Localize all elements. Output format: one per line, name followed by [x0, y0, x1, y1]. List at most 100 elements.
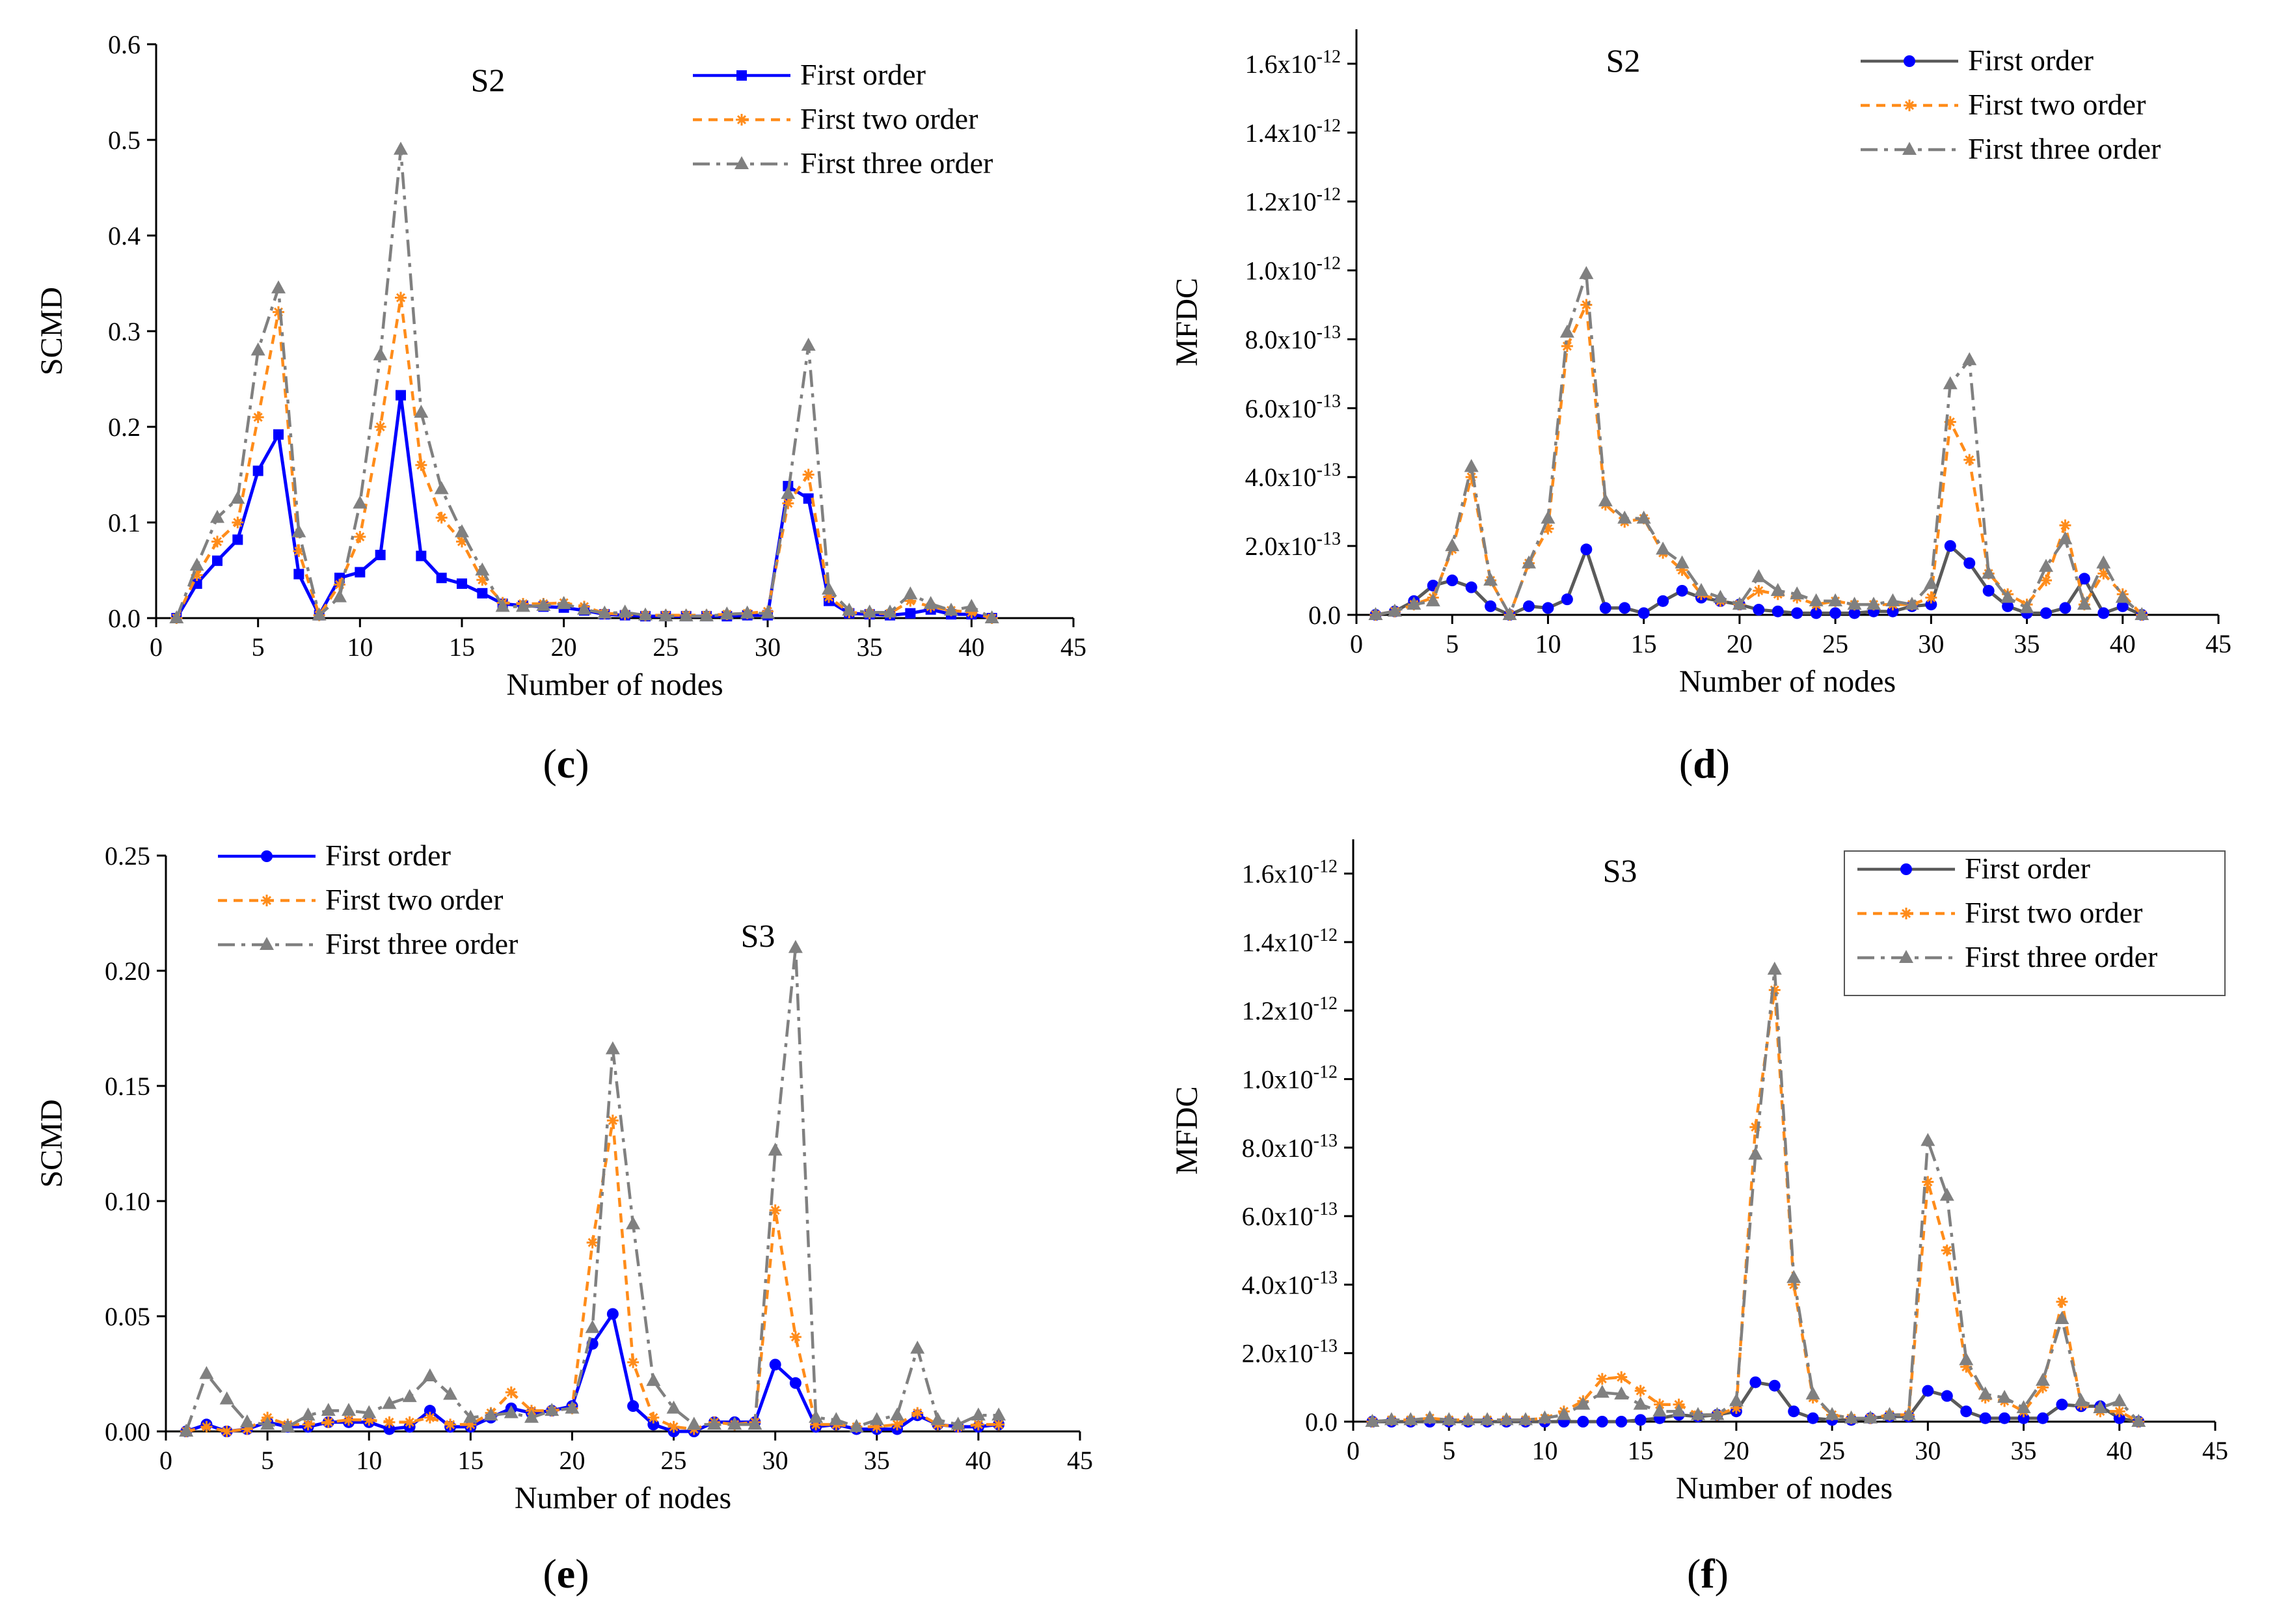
x-tick-label: 40 — [2110, 629, 2136, 658]
data-point — [1847, 597, 1862, 610]
data-point — [1368, 607, 1383, 620]
series-line — [1372, 968, 2140, 1424]
data-point — [586, 1236, 599, 1249]
data-point — [1749, 1121, 1762, 1133]
data-point — [666, 1400, 681, 1414]
data-point — [1751, 569, 1766, 582]
legend: First order First two order First three or… — [693, 58, 993, 180]
data-point — [334, 578, 345, 591]
chart-panel-c: 0 5 10 15 20 25 30 35 40 45 0.0 0.1 0.2 0.3 0.4 0.5 0.6 N… — [34, 30, 1086, 787]
data-point — [1485, 600, 1497, 612]
data-point — [293, 569, 304, 580]
data-point — [1634, 1414, 1647, 1426]
y-tick-label: 8.0x10-13 — [1242, 1131, 1338, 1163]
data-point — [1595, 1385, 1610, 1398]
data-point — [556, 595, 571, 609]
series-first-two-order — [1366, 984, 2145, 1428]
x-tick-label: 30 — [755, 632, 781, 662]
legend-marker — [736, 70, 747, 81]
legend-marker — [1904, 55, 1915, 67]
data-point — [923, 595, 938, 609]
data-point — [1963, 557, 1976, 569]
data-point — [2078, 573, 2090, 585]
chart-title: S3 — [741, 917, 775, 954]
data-point — [465, 1418, 477, 1431]
data-point — [354, 531, 366, 543]
data-point — [720, 606, 734, 620]
y-tick-label: 1.4x10-12 — [1242, 925, 1338, 957]
y-tick-label: 1.2x10-12 — [1242, 994, 1338, 1025]
y-tick-label: 0.3 — [108, 317, 141, 346]
data-point — [1559, 324, 1574, 338]
data-point — [536, 597, 551, 611]
data-point — [1671, 1403, 1686, 1417]
data-point — [2115, 589, 2130, 603]
x-tick-label: 45 — [1060, 632, 1086, 662]
x-tick-label: 0 — [159, 1446, 172, 1475]
data-point — [1676, 564, 1688, 576]
data-point — [271, 280, 286, 293]
y-tick-label: 2.0x10-13 — [1242, 1336, 1338, 1368]
data-point — [189, 558, 204, 571]
data-point — [252, 465, 263, 476]
data-point — [2113, 1405, 2125, 1418]
legend-label: First two order — [800, 102, 978, 135]
data-point — [991, 1407, 1006, 1421]
data-point — [965, 606, 978, 619]
data-point — [638, 607, 653, 621]
legend-label: First three order — [800, 146, 993, 180]
data-point — [1499, 1412, 1514, 1426]
series-first-three-order — [169, 141, 999, 623]
chart-title: S2 — [471, 62, 505, 98]
chart-panel-d: 0 5 10 15 20 25 30 35 40 45 0.0 2.0x10-13 4.0x10-13 6… — [1170, 29, 2231, 787]
data-point — [1637, 607, 1650, 619]
series-line — [185, 1118, 999, 1433]
x-tick-label: 25 — [653, 632, 679, 662]
data-point — [891, 1418, 903, 1431]
data-point — [2112, 1393, 2127, 1407]
data-point — [1652, 1403, 1667, 1417]
data-point — [1941, 1390, 1953, 1402]
data-point — [1542, 602, 1554, 614]
x-tick-label: 40 — [958, 632, 984, 662]
data-point — [1944, 416, 1956, 428]
data-point — [545, 1403, 559, 1416]
data-point — [740, 605, 755, 619]
data-point — [788, 940, 803, 953]
x-tick-label: 10 — [356, 1446, 382, 1475]
data-point — [2039, 558, 2053, 572]
data-point — [1464, 459, 1479, 472]
data-point — [1596, 1373, 1608, 1385]
legend-label: First order — [1968, 44, 2094, 77]
data-point — [2040, 575, 2052, 587]
data-point — [883, 604, 897, 618]
data-point — [475, 562, 490, 576]
data-point — [1465, 471, 1477, 483]
data-point — [2037, 1412, 2049, 1424]
x-tick-label: 0 — [1350, 629, 1363, 658]
data-point — [2001, 589, 2015, 603]
y-tick-label: 0.5 — [108, 126, 141, 155]
data-point — [1749, 1376, 1762, 1388]
data-point — [395, 291, 407, 304]
data-point — [396, 390, 406, 401]
data-point — [707, 1416, 721, 1430]
data-point — [1365, 1414, 1380, 1427]
data-point — [1614, 1386, 1629, 1400]
data-point — [1384, 1412, 1399, 1426]
data-point — [1691, 1407, 1705, 1420]
data-point — [1941, 1244, 1953, 1256]
legend: First order First two order First three or… — [1861, 44, 2161, 165]
x-tick-label: 20 — [1727, 629, 1753, 658]
data-point — [302, 1418, 314, 1431]
data-point — [823, 591, 835, 603]
data-point — [443, 1387, 458, 1400]
series-line — [175, 394, 993, 620]
x-tick-label: 15 — [1628, 1436, 1654, 1465]
data-point — [1541, 510, 1556, 524]
x-tick-label: 30 — [1915, 1436, 1941, 1465]
data-point — [1901, 1407, 1916, 1420]
data-point — [2096, 555, 2111, 569]
data-point — [375, 549, 386, 560]
legend-marker — [261, 850, 273, 862]
